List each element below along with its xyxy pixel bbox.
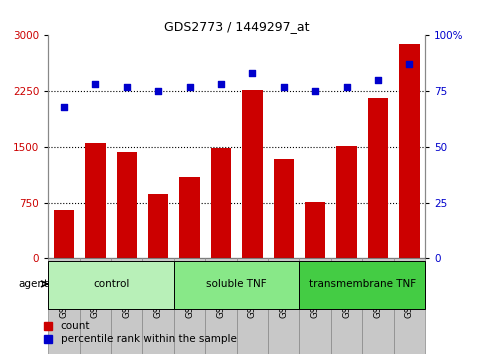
Text: soluble TNF: soluble TNF: [206, 279, 267, 289]
Bar: [299, 261, 425, 309]
Point: [343, 84, 351, 90]
Text: GSM101408: GSM101408: [279, 265, 288, 318]
Bar: [116, 152, 137, 258]
Text: GSM101404: GSM101404: [405, 265, 414, 318]
Bar: [179, 177, 200, 258]
Text: GSM101400: GSM101400: [154, 265, 163, 318]
Bar: [399, 44, 420, 258]
Text: GSM101405: GSM101405: [185, 265, 194, 318]
Text: transmembrane TNF: transmembrane TNF: [309, 279, 416, 289]
Text: control: control: [93, 279, 129, 289]
Bar: [174, 258, 205, 354]
Point: [374, 77, 382, 83]
Point: [217, 82, 225, 87]
Text: GSM101407: GSM101407: [248, 265, 257, 318]
Bar: [336, 146, 357, 258]
Text: GSM101403: GSM101403: [373, 265, 383, 318]
Bar: [211, 148, 231, 258]
Point: [186, 84, 194, 90]
Text: GSM101399: GSM101399: [122, 265, 131, 318]
Point: [60, 104, 68, 110]
Bar: [268, 258, 299, 354]
Bar: [111, 258, 142, 354]
Bar: [48, 261, 174, 309]
Bar: [394, 258, 425, 354]
Point: [406, 62, 413, 67]
Bar: [368, 98, 388, 258]
Bar: [273, 159, 294, 258]
Bar: [142, 258, 174, 354]
Text: GSM101402: GSM101402: [342, 265, 351, 318]
Bar: [80, 258, 111, 354]
Bar: [54, 210, 74, 258]
Text: GSM101397: GSM101397: [59, 265, 69, 318]
Text: GSM101398: GSM101398: [91, 265, 100, 318]
Text: agent: agent: [18, 279, 48, 289]
Bar: [205, 258, 237, 354]
Bar: [237, 258, 268, 354]
Bar: [85, 143, 106, 258]
Point: [312, 88, 319, 94]
Bar: [48, 258, 80, 354]
Legend: count, percentile rank within the sample: count, percentile rank within the sample: [44, 321, 236, 344]
Bar: [331, 258, 362, 354]
Point: [249, 70, 256, 76]
Point: [123, 84, 131, 90]
Text: GSM101401: GSM101401: [311, 265, 320, 318]
Bar: [242, 90, 263, 258]
Bar: [148, 194, 169, 258]
Text: GSM101406: GSM101406: [216, 265, 226, 318]
Point: [92, 82, 99, 87]
Bar: [305, 202, 326, 258]
Bar: [362, 258, 394, 354]
Bar: [174, 261, 299, 309]
Point: [155, 88, 162, 94]
Title: GDS2773 / 1449297_at: GDS2773 / 1449297_at: [164, 20, 310, 33]
Bar: [299, 258, 331, 354]
Point: [280, 84, 288, 90]
